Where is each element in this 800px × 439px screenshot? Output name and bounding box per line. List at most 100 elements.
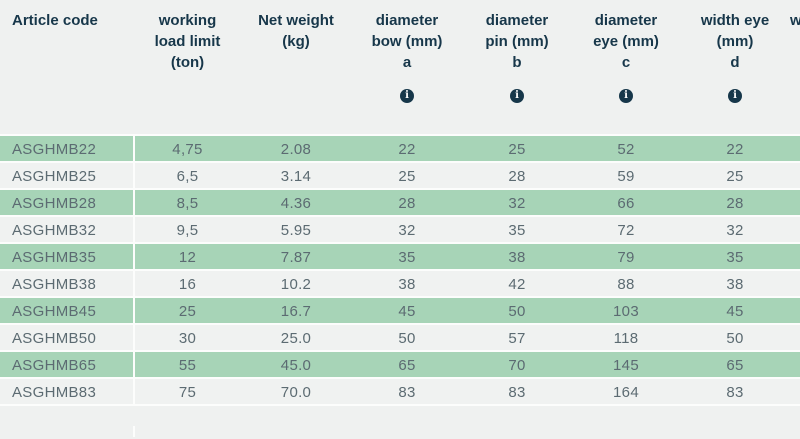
- value-cell: 45: [398, 303, 416, 320]
- article-code-cell: ASGHMB45: [0, 298, 135, 323]
- value-cell: 65: [726, 357, 744, 374]
- table-body: ASGHMB22 4,75 2.08 22 25 52 22 ASGHMB25 …: [0, 134, 800, 406]
- value-cell: 38: [726, 276, 744, 293]
- value-cell: 32: [398, 222, 416, 239]
- value-cell: 8,5: [176, 195, 199, 212]
- value-cell: 28: [508, 168, 526, 185]
- table-row: ASGHMB50 30 25.0 50 57 118 50: [0, 325, 800, 352]
- clipped-cell: [790, 271, 800, 296]
- header-width-eye: width eye (mm) d i: [680, 0, 790, 134]
- value-cell: 75: [178, 384, 197, 401]
- value-cell: 25: [398, 168, 416, 185]
- table-header: Article code working load limit (ton) Ne…: [0, 0, 800, 134]
- value-cell: 164: [613, 384, 639, 401]
- header-diameter-eye: diameter eye (mm) c i: [572, 0, 680, 134]
- column-letter-a: a: [402, 54, 412, 71]
- column-divider: [133, 426, 135, 437]
- table-row: ASGHMB32 9,5 5.95 32 35 72 32: [0, 217, 800, 244]
- value-cell: 55: [178, 357, 197, 374]
- header-net-weight: Net weight (kg): [240, 0, 352, 134]
- value-cell: 65: [398, 357, 416, 374]
- article-code-cell: ASGHMB25: [0, 163, 135, 188]
- clipped-cell: [790, 190, 800, 215]
- value-cell: 5.95: [280, 222, 312, 239]
- table-row: ASGHMB38 16 10.2 38 42 88 38: [0, 271, 800, 298]
- value-cell: 9,5: [176, 222, 199, 239]
- value-cell: 12: [178, 249, 197, 266]
- value-cell: 4,75: [172, 141, 203, 158]
- value-cell: 72: [617, 222, 635, 239]
- value-cell: 35: [398, 249, 416, 266]
- header-label: w: [790, 12, 800, 29]
- value-cell: 66: [617, 195, 635, 212]
- value-cell: 45.0: [280, 357, 312, 374]
- value-cell: 118: [613, 330, 639, 347]
- clipped-cell: [790, 298, 800, 323]
- header-label: (ton): [170, 54, 205, 71]
- value-cell: 30: [178, 330, 197, 347]
- table-row: ASGHMB65 55 45.0 65 70 145 65: [0, 352, 800, 379]
- column-letter-c: c: [621, 54, 631, 71]
- info-icon[interactable]: i: [572, 89, 680, 103]
- table-row: ASGHMB45 25 16.7 45 50 103 45: [0, 298, 800, 325]
- info-icon[interactable]: i: [680, 89, 790, 103]
- header-diameter-bow: diameter bow (mm) a i: [352, 0, 462, 134]
- info-icon[interactable]: i: [352, 89, 462, 103]
- header-label: Article code: [12, 12, 98, 29]
- article-code-cell: ASGHMB28: [0, 190, 135, 215]
- value-cell: 50: [508, 303, 526, 320]
- value-cell: 50: [398, 330, 416, 347]
- header-article-code: Article code: [0, 0, 135, 134]
- value-cell: 2.08: [280, 141, 312, 158]
- value-cell: 88: [617, 276, 635, 293]
- info-icon[interactable]: i: [462, 89, 572, 103]
- clipped-cell: [790, 379, 800, 404]
- value-cell: 25.0: [280, 330, 312, 347]
- header-label: eye (mm): [593, 33, 659, 50]
- value-cell: 10.2: [280, 276, 312, 293]
- value-cell: 32: [726, 222, 744, 239]
- value-cell: 52: [617, 141, 635, 158]
- value-cell: 70.0: [280, 384, 312, 401]
- table-row: ASGHMB83 75 70.0 83 83 164 83: [0, 379, 800, 406]
- header-label: (kg): [282, 33, 310, 50]
- header-next-column-clipped: w: [790, 0, 800, 134]
- value-cell: 6,5: [176, 168, 199, 185]
- value-cell: 83: [726, 384, 744, 401]
- header-label: (mm): [716, 33, 754, 50]
- header-label: load limit: [154, 33, 221, 50]
- value-cell: 25: [508, 141, 526, 158]
- article-code-cell: ASGHMB38: [0, 271, 135, 296]
- clipped-cell: [790, 217, 800, 242]
- table-row: ASGHMB22 4,75 2.08 22 25 52 22: [0, 136, 800, 163]
- table-row: ASGHMB35 12 7.87 35 38 79 35: [0, 244, 800, 271]
- article-code-cell: ASGHMB32: [0, 217, 135, 242]
- value-cell: 145: [613, 357, 639, 374]
- clipped-cell: [790, 136, 800, 161]
- header-label: diameter: [485, 12, 549, 29]
- header-label: Net weight: [258, 12, 334, 29]
- header-label: width eye: [700, 12, 770, 29]
- value-cell: 59: [617, 168, 635, 185]
- value-cell: 22: [398, 141, 416, 158]
- info-icon-glyph: i: [619, 89, 633, 103]
- value-cell: 7.87: [280, 249, 312, 266]
- header-working-load-limit: working load limit (ton): [135, 0, 240, 134]
- value-cell: 16.7: [280, 303, 312, 320]
- value-cell: 70: [508, 357, 526, 374]
- header-diameter-pin: diameter pin (mm) b i: [462, 0, 572, 134]
- value-cell: 83: [398, 384, 416, 401]
- value-cell: 50: [726, 330, 744, 347]
- value-cell: 79: [617, 249, 635, 266]
- column-letter-d: d: [730, 54, 740, 71]
- value-cell: 25: [178, 303, 197, 320]
- article-code-cell: ASGHMB50: [0, 325, 135, 350]
- header-label: bow (mm): [371, 33, 443, 50]
- value-cell: 45: [726, 303, 744, 320]
- info-icon-glyph: i: [510, 89, 524, 103]
- value-cell: 57: [508, 330, 526, 347]
- header-label: diameter: [594, 12, 658, 29]
- value-cell: 35: [726, 249, 744, 266]
- value-cell: 42: [508, 276, 526, 293]
- value-cell: 38: [398, 276, 416, 293]
